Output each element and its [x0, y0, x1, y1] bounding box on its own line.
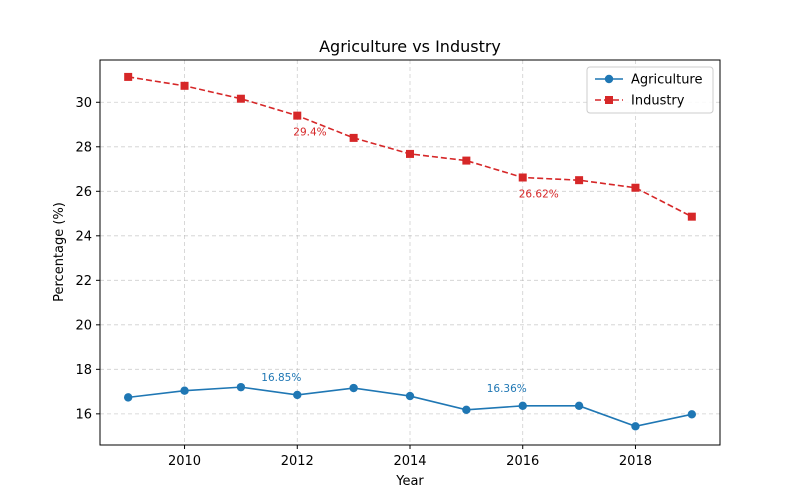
legend: Agriculture Industry	[586, 66, 714, 114]
agriculture-marker	[687, 410, 697, 419]
agriculture-marker	[574, 401, 584, 411]
y-tick-label: 24	[75, 229, 92, 244]
data-label: 16.36%	[487, 383, 527, 395]
agriculture-series	[123, 382, 697, 431]
agriculture-marker	[293, 390, 302, 400]
y-tick-label: 28	[75, 140, 92, 155]
axis-ticks: 2010 2012 2014 2016 2018 16 18 20 22 24 26 28 30	[75, 96, 652, 469]
agriculture-marker	[349, 383, 358, 393]
agriculture-legend-marker	[604, 74, 614, 84]
y-tick-label: 26	[75, 185, 92, 200]
x-tick-label: 2010	[168, 454, 201, 469]
x-tick-label: 2014	[393, 454, 426, 469]
annotations: 29.4% 26.62% 16.85% 16.36%	[261, 127, 559, 395]
industry-marker	[518, 173, 527, 182]
data-label: 29.4%	[293, 127, 326, 139]
industry-series	[124, 72, 696, 221]
grid	[100, 60, 720, 445]
industry-marker	[406, 149, 414, 158]
industry-legend-label: Industry	[631, 94, 685, 109]
agriculture-marker	[123, 393, 133, 402]
y-tick-label: 22	[75, 274, 92, 289]
x-tick-label: 2016	[506, 454, 539, 469]
data-label: 16.85%	[261, 372, 301, 384]
agriculture-marker	[518, 401, 527, 411]
industry-marker	[236, 94, 245, 103]
x-tick-label: 2012	[281, 454, 314, 469]
agriculture-marker	[631, 422, 640, 431]
agriculture-legend-label: Agriculture	[631, 73, 703, 88]
y-tick-label: 18	[75, 363, 92, 378]
chart-title: Agriculture vs Industry	[319, 37, 501, 56]
industry-marker	[687, 212, 696, 221]
series-layer	[123, 72, 697, 431]
data-label: 26.62%	[519, 189, 559, 201]
industry-marker	[124, 72, 133, 81]
x-tick-label: 2018	[619, 454, 652, 469]
industry-marker	[349, 133, 358, 142]
industry-marker	[575, 176, 584, 185]
x-axis-label: Year	[395, 474, 424, 489]
agriculture-marker	[180, 386, 189, 395]
y-tick-label: 30	[75, 96, 92, 111]
agriculture-marker	[405, 391, 415, 401]
industry-marker	[631, 183, 640, 192]
industry-marker	[462, 156, 471, 165]
agriculture-marker	[462, 405, 471, 415]
industry-legend-marker	[605, 96, 613, 104]
y-tick-label: 20	[75, 318, 92, 333]
y-axis-label: Percentage (%)	[52, 202, 67, 302]
industry-marker	[180, 81, 189, 90]
industry-marker	[293, 111, 302, 120]
y-tick-label: 16	[75, 407, 92, 422]
agriculture-marker	[236, 382, 246, 392]
